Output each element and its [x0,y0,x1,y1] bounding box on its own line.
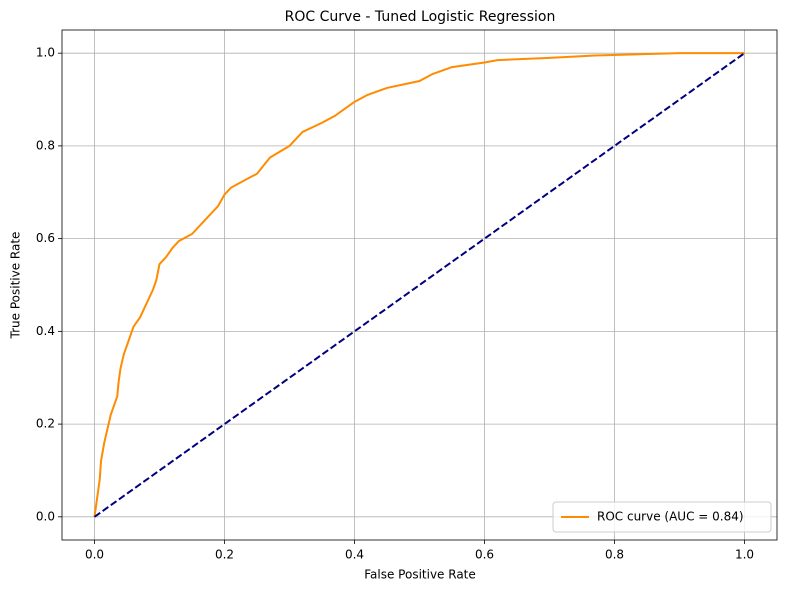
x-tick-label: 1.0 [735,548,754,562]
y-tick-label: 0.4 [36,324,55,338]
axes-frame [61,29,778,541]
y-tick-label: 0.6 [36,231,55,245]
x-tick-label: 0.8 [605,548,624,562]
line-series [93,52,746,518]
y-tick-label: 0.8 [36,138,55,152]
chart-title: ROC Curve - Tuned Logistic Regression [285,9,556,25]
legend-box [552,501,772,533]
x-axis-label: False Positive Rate [364,568,476,582]
x-tick-label: 0.4 [345,548,364,562]
x-tick-label: 0.0 [85,548,104,562]
line-series [93,52,745,517]
y-tick-label: 0.0 [36,509,55,523]
x-tick-label: 0.2 [215,548,234,562]
y-tick-label: 0.2 [36,417,55,431]
legend-label: ROC curve (AUC = 0.84) [597,510,744,524]
x-tick-label: 0.6 [475,548,494,562]
y-tick-label: 1.0 [36,46,55,60]
y-axis-label: True Positive Rate [9,232,23,340]
